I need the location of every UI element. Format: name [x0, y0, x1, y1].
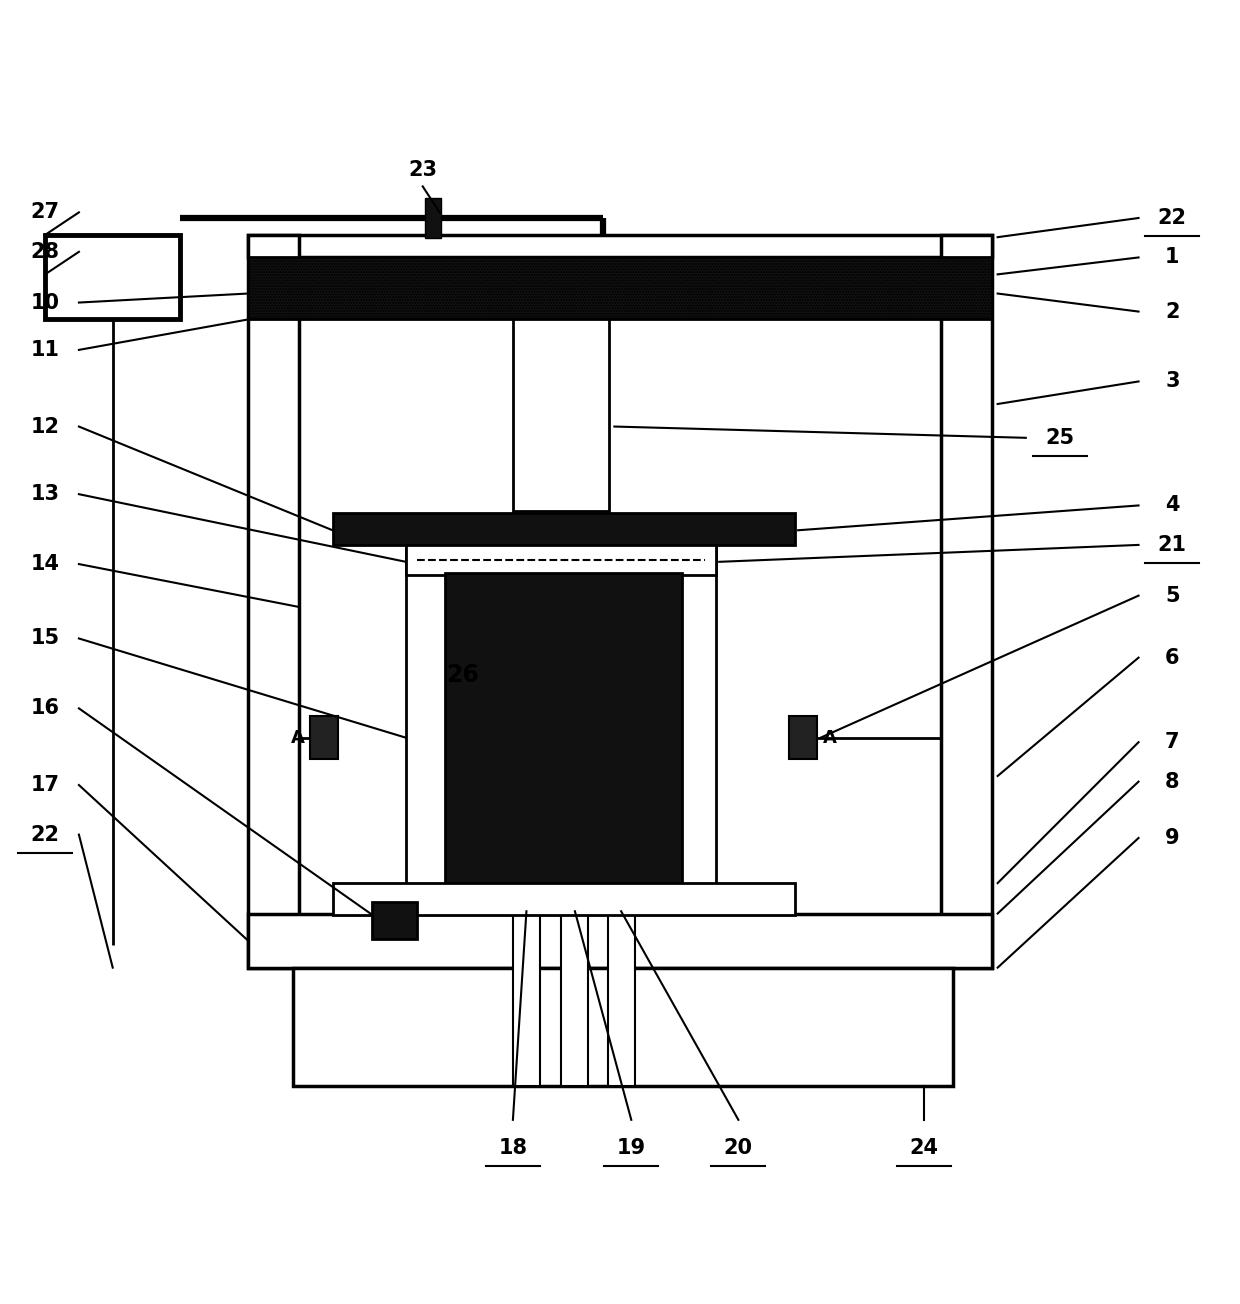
Text: 17: 17 [31, 775, 60, 795]
Bar [513, 319, 609, 511]
Text: 1: 1 [1166, 248, 1179, 267]
Bar [445, 572, 682, 883]
Bar [941, 235, 992, 968]
Text: 26: 26 [445, 662, 479, 686]
Bar [248, 235, 299, 968]
Text: 21: 21 [1158, 535, 1187, 556]
Text: 22: 22 [1158, 209, 1187, 228]
Text: 23: 23 [408, 159, 438, 180]
Text: 9: 9 [1166, 828, 1179, 848]
Text: 24: 24 [910, 1138, 939, 1158]
Text: 13: 13 [31, 484, 60, 505]
Bar [45, 235, 180, 319]
Bar [425, 198, 440, 239]
Text: 28: 28 [31, 241, 60, 262]
Text: 15: 15 [31, 629, 60, 648]
Text: 4: 4 [1166, 496, 1179, 515]
Text: 11: 11 [31, 340, 60, 360]
Text: 22: 22 [31, 824, 60, 845]
Text: A: A [290, 729, 304, 747]
Bar [513, 911, 539, 1086]
Text: 3: 3 [1166, 372, 1179, 391]
Bar [372, 902, 417, 939]
Text: 12: 12 [31, 416, 60, 437]
Text: 5: 5 [1166, 585, 1179, 605]
Text: 27: 27 [31, 202, 60, 223]
Text: 25: 25 [1045, 428, 1074, 447]
Text: 7: 7 [1166, 732, 1179, 752]
Text: 20: 20 [724, 1138, 753, 1158]
Text: 19: 19 [616, 1138, 646, 1158]
Bar [248, 257, 992, 319]
Text: 10: 10 [31, 292, 60, 313]
Bar [789, 716, 817, 759]
Text: 2: 2 [1166, 301, 1179, 322]
Text: 14: 14 [31, 554, 60, 574]
Bar [248, 235, 992, 257]
Bar [293, 968, 952, 1086]
Bar [332, 514, 795, 545]
Text: 16: 16 [31, 699, 60, 719]
Text: 18: 18 [498, 1138, 527, 1158]
Bar [332, 883, 795, 914]
Bar [248, 914, 992, 968]
Text: 6: 6 [1166, 648, 1179, 668]
Bar [608, 911, 635, 1086]
Text: A: A [823, 729, 837, 747]
Bar [405, 545, 715, 575]
Text: 8: 8 [1166, 772, 1179, 792]
Bar [310, 716, 339, 759]
Bar [562, 911, 589, 1086]
